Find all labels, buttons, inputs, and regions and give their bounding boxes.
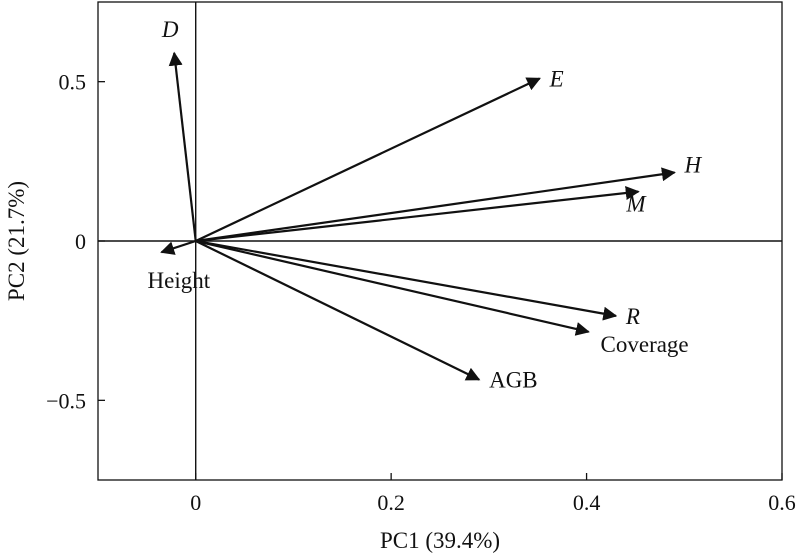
x-axis-ticks: 0 0.2 0.4 0.6 [190,473,796,515]
vector-coverage [195,239,590,336]
vector-label-m: M [625,192,647,217]
vector-label-e: E [549,66,564,91]
vector-label-d: D [161,17,179,42]
x-tick-label: 0.2 [377,490,405,515]
vector-label-r: R [625,304,640,329]
y-tick-label: −0.5 [46,388,86,413]
vector-label-coverage: Coverage [601,332,689,357]
x-tick-label: 0.6 [768,490,796,515]
vector-h [195,167,676,243]
vector-label-height: Height [148,268,211,293]
x-axis-title: PC1 (39.4%) [380,528,500,553]
vector-e [195,77,541,242]
x-tick-label: 0 [190,490,201,515]
y-tick-label: 0.5 [59,70,87,95]
loading-vectors: D E H M R Coverage AGB Height [148,17,703,393]
vector-label-h: H [684,152,703,177]
vector-agb [195,240,481,381]
vector-m [195,186,640,243]
y-axis-title: PC2 (21.7%) [4,181,29,301]
vector-r [195,239,618,321]
vector-height [160,239,197,255]
y-axis-ticks: 0.5 0 −0.5 [46,70,105,413]
x-tick-label: 0.4 [573,490,601,515]
vector-label-agb: AGB [489,368,538,393]
y-tick-label: 0 [75,229,86,254]
vector-d [168,51,197,242]
